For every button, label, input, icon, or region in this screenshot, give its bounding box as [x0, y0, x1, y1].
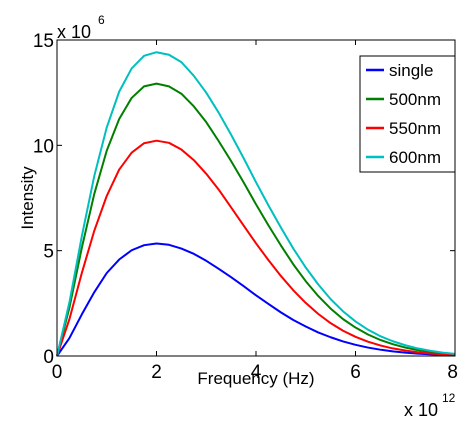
y-tick-label: 15 — [33, 31, 54, 52]
legend-label-500nm: 500nm — [389, 90, 441, 109]
series-lines — [56, 51, 456, 357]
y-tick-label: 10 — [33, 136, 54, 157]
x-tick-label: 4 — [251, 362, 262, 383]
tick-labels: 0 2 4 6 8 0 5 10 15 — [33, 31, 458, 383]
y-tick-label: 5 — [43, 242, 54, 263]
x-multiplier-exponent: 12 — [442, 391, 456, 405]
legend-box — [359, 55, 456, 173]
series-line-600nm — [56, 51, 456, 357]
legend-label-single: single — [389, 61, 433, 80]
series-line-550nm — [56, 139, 456, 357]
series-line-single — [56, 242, 456, 357]
series-line-500nm — [56, 82, 456, 357]
x-multiplier-label: x 10 12 — [404, 391, 456, 420]
y-multiplier-label: x 10 6 — [57, 13, 105, 42]
y-axis-title: Intensity — [18, 166, 37, 230]
x-tick-label: 0 — [52, 362, 63, 383]
legend-label-600nm: 600nm — [389, 148, 441, 167]
y-tick-label: 0 — [43, 347, 54, 368]
y-multiplier-base: x 10 — [57, 22, 91, 42]
x-tick-label: 2 — [151, 362, 162, 383]
x-multiplier-base: x 10 — [404, 400, 438, 420]
legend-label-550nm: 550nm — [389, 119, 441, 138]
x-axis-title: Frequency (Hz) — [197, 369, 314, 388]
y-multiplier-exponent: 6 — [98, 13, 105, 27]
legend: single 500nm 550nm 600nm — [359, 55, 456, 173]
x-tick-label: 8 — [447, 362, 458, 383]
x-tick-label: 6 — [350, 362, 361, 383]
plot-frame — [56, 39, 456, 357]
